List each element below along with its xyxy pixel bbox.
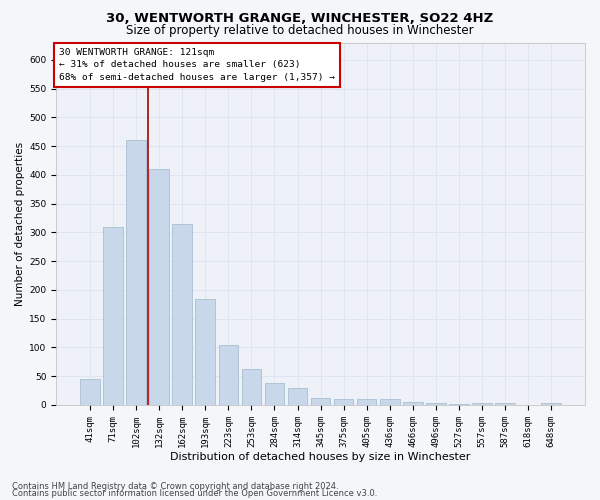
Bar xyxy=(495,403,515,405)
Text: 30 WENTWORTH GRANGE: 121sqm
← 31% of detached houses are smaller (623)
68% of se: 30 WENTWORTH GRANGE: 121sqm ← 31% of det… xyxy=(59,48,335,82)
Bar xyxy=(541,403,561,405)
Bar xyxy=(472,403,492,405)
Bar xyxy=(80,379,100,405)
Y-axis label: Number of detached properties: Number of detached properties xyxy=(15,142,25,306)
Text: Contains public sector information licensed under the Open Government Licence v3: Contains public sector information licen… xyxy=(12,490,377,498)
Bar xyxy=(265,383,284,405)
Text: 30, WENTWORTH GRANGE, WINCHESTER, SO22 4HZ: 30, WENTWORTH GRANGE, WINCHESTER, SO22 4… xyxy=(106,12,494,26)
Bar xyxy=(380,399,400,405)
Bar xyxy=(426,403,446,405)
Bar xyxy=(242,368,261,405)
Text: Contains HM Land Registry data © Crown copyright and database right 2024.: Contains HM Land Registry data © Crown c… xyxy=(12,482,338,491)
Bar xyxy=(218,344,238,405)
Bar xyxy=(126,140,146,405)
Bar xyxy=(103,226,123,405)
Bar xyxy=(311,398,331,405)
Bar xyxy=(403,402,422,405)
Text: Size of property relative to detached houses in Winchester: Size of property relative to detached ho… xyxy=(126,24,474,37)
Bar xyxy=(288,388,307,405)
Bar xyxy=(149,169,169,405)
Bar xyxy=(334,399,353,405)
Bar xyxy=(172,224,192,405)
Bar xyxy=(449,404,469,405)
Bar xyxy=(357,399,376,405)
X-axis label: Distribution of detached houses by size in Winchester: Distribution of detached houses by size … xyxy=(170,452,471,462)
Bar xyxy=(196,298,215,405)
